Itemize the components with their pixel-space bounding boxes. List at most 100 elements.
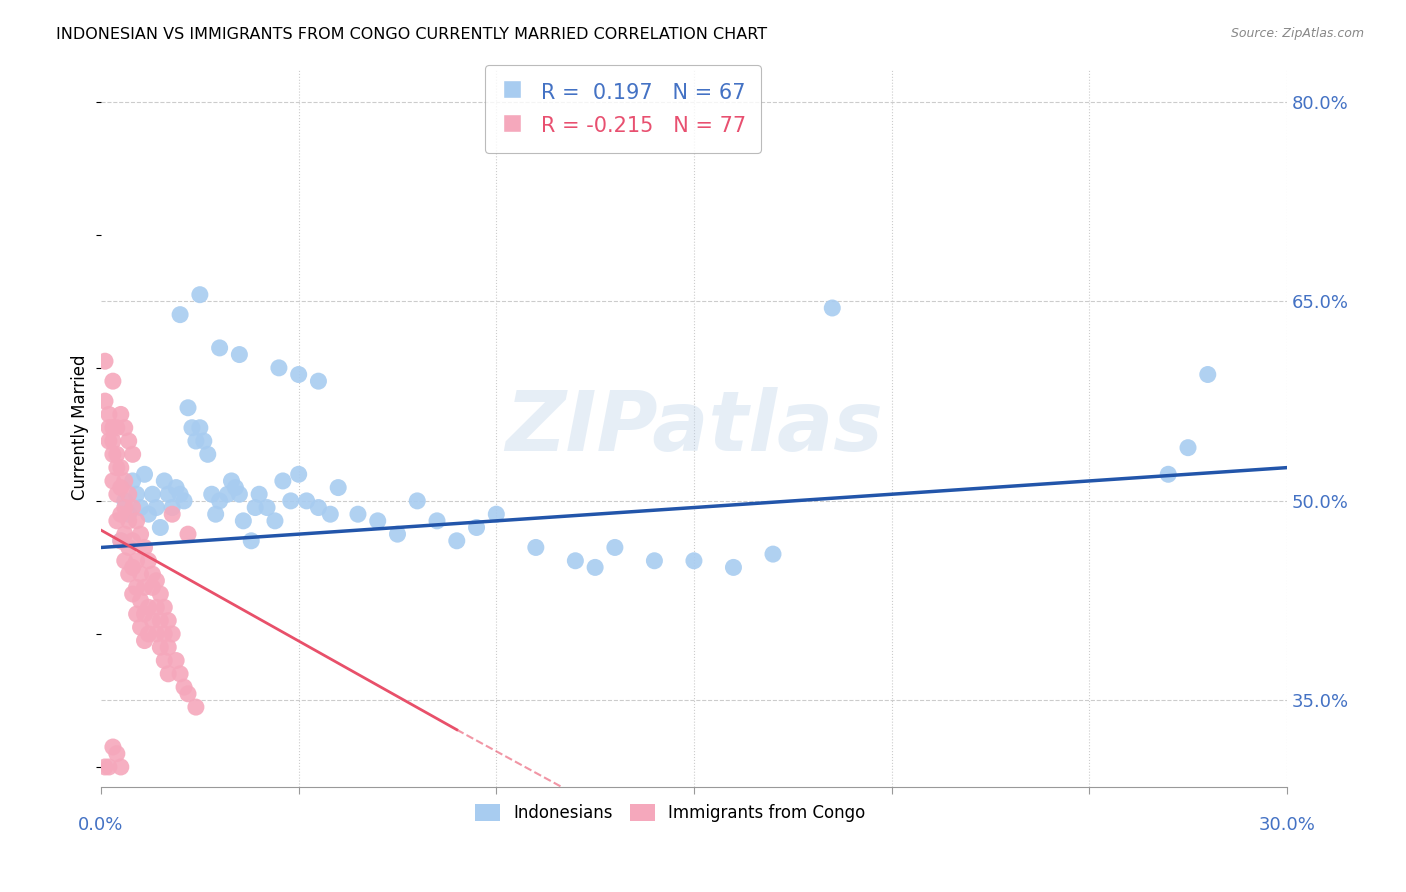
Text: 0.0%: 0.0% [79,815,124,834]
Point [134,541,156,555]
Point [110,533,132,548]
Point [101,374,124,388]
Point [134,467,156,482]
Point [683,554,706,568]
Point [97,434,120,448]
Point [118,487,141,501]
Point [118,567,141,582]
Point [97,760,120,774]
Point [271,474,294,488]
Point [256,500,278,515]
Point [181,421,204,435]
Point [153,654,176,668]
Point [118,541,141,555]
Point [110,760,132,774]
Text: Source: ZipAtlas.com: Source: ZipAtlas.com [1230,27,1364,40]
Point [169,487,191,501]
Point [1157,467,1180,482]
Point [280,494,302,508]
Point [121,500,143,515]
Point [524,541,547,555]
Point [160,627,183,641]
Point [184,434,207,448]
Point [114,421,136,435]
Point [160,507,183,521]
Point [723,560,745,574]
Point [426,514,449,528]
Point [118,434,141,448]
Point [208,341,231,355]
Point [157,614,180,628]
Point [121,447,143,461]
Point [101,434,124,448]
Point [145,574,167,588]
Point [129,527,152,541]
Point [387,527,409,541]
Point [97,408,120,422]
Point [105,447,128,461]
Point [165,654,187,668]
Point [1197,368,1219,382]
Point [129,500,152,515]
Point [564,554,586,568]
Point [149,614,172,628]
Point [114,554,136,568]
Point [160,500,183,515]
Point [138,554,160,568]
Point [101,739,124,754]
Point [145,500,167,515]
Point [307,374,329,388]
Point [110,408,132,422]
Point [145,627,167,641]
Point [177,527,200,541]
Point [169,308,191,322]
Point [307,500,329,515]
Point [110,460,132,475]
Point [228,347,250,361]
Point [169,666,191,681]
Point [201,487,224,501]
Point [118,507,141,521]
Point [105,487,128,501]
Point [762,547,785,561]
Point [173,494,195,508]
Point [141,487,163,501]
Point [267,360,290,375]
Point [114,527,136,541]
Point [114,474,136,488]
Point [138,507,160,521]
Point [328,481,350,495]
Point [228,487,250,501]
Point [134,607,156,621]
Point [193,434,215,448]
Point [153,474,176,488]
Point [110,481,132,495]
Point [121,560,143,574]
Point [177,687,200,701]
Point [204,507,226,521]
Point [157,487,180,501]
Point [240,533,263,548]
Legend: Indonesians, Immigrants from Congo: Indonesians, Immigrants from Congo [468,797,872,829]
Point [821,301,844,315]
Point [105,460,128,475]
Point [110,507,132,521]
Point [105,747,128,761]
Point [105,421,128,435]
Point [129,620,152,634]
Point [125,554,148,568]
Point [184,700,207,714]
Point [129,593,152,607]
Point [319,507,342,521]
Point [446,533,468,548]
Text: INDONESIAN VS IMMIGRANTS FROM CONGO CURRENTLY MARRIED CORRELATION CHART: INDONESIAN VS IMMIGRANTS FROM CONGO CURR… [56,27,768,42]
Point [208,494,231,508]
Point [134,633,156,648]
Point [101,447,124,461]
Point [287,368,309,382]
Point [224,481,246,495]
Point [217,487,239,501]
Point [232,514,254,528]
Point [583,560,606,574]
Point [149,640,172,655]
